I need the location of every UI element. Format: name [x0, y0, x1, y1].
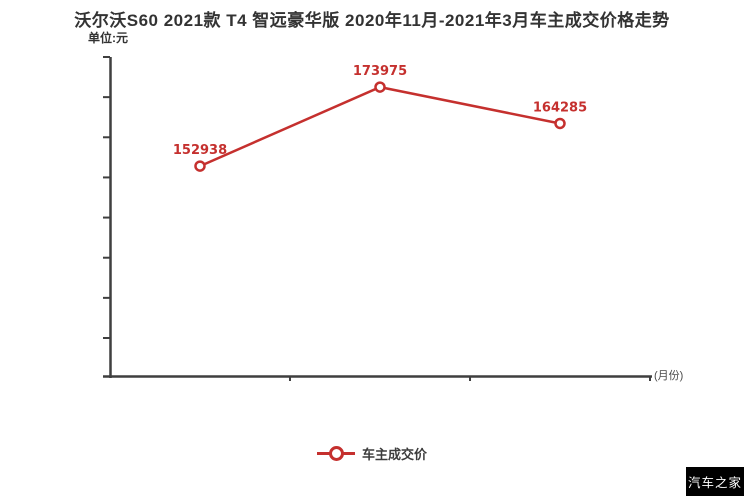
chart-title: 沃尔沃S60 2021款 T4 智远豪华版 2020年11月-2021年3月车主… — [74, 11, 670, 30]
x-axis-label: (月份) — [654, 370, 684, 382]
data-point-marker — [194, 160, 206, 172]
data-point-marker — [374, 81, 386, 93]
legend-dot-icon — [328, 446, 344, 461]
data-point-label: 152938 — [173, 143, 227, 158]
data-point-label: 164285 — [533, 100, 587, 115]
series-line — [199, 85, 561, 168]
line-chart-canvas: 152938 173975 164285 — [103, 56, 652, 381]
chart-legend: 车主成交价 — [0, 442, 744, 464]
legend-label: 车主成交价 — [361, 446, 427, 462]
y-axis-unit-label: 单位:元 — [88, 31, 128, 45]
data-point-label: 173975 — [353, 64, 407, 79]
watermark-badge: 汽车之家 — [686, 467, 744, 496]
data-point-marker — [554, 117, 566, 130]
legend-line-marker-icon — [316, 445, 355, 461]
watermark-text: 汽车之家 — [687, 476, 742, 490]
